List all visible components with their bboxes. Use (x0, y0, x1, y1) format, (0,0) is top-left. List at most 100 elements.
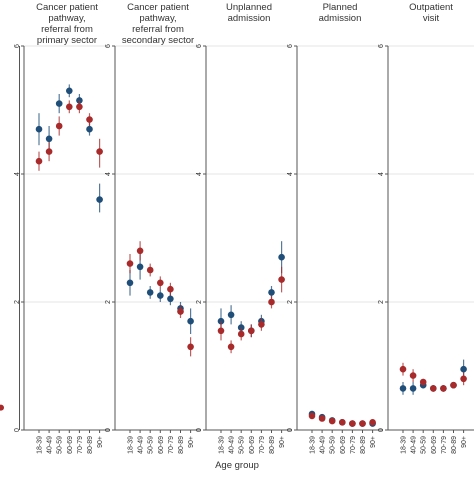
data-point-navy (167, 295, 174, 303)
data-point-red (76, 103, 83, 111)
x-tick-label: 60-69 (340, 436, 347, 454)
data-point-red (66, 103, 73, 111)
panel-title-line: secondary sector (122, 35, 194, 46)
x-tick-label: 70-79 (441, 436, 448, 454)
data-point-red (328, 417, 336, 425)
y-tick-label: 2 (105, 300, 112, 304)
x-tick-label: 70-79 (168, 436, 175, 454)
x-tick-label: 60-69 (431, 436, 438, 454)
x-tick-label: 90+ (97, 436, 104, 448)
data-point-navy (187, 317, 194, 325)
y-tick-label: 2 (378, 300, 385, 304)
y-tick-label: 0 (196, 428, 203, 432)
panel-title-line: referral from (132, 24, 184, 35)
data-point-red (126, 260, 134, 267)
data-point-navy (76, 97, 83, 104)
y-tick-label: 4 (287, 172, 294, 176)
panel-title-line: admission (228, 13, 271, 24)
data-point-red (146, 266, 154, 274)
data-point-red (258, 321, 265, 328)
data-point-navy (227, 311, 235, 319)
data-point-navy (35, 125, 43, 133)
x-tick-label: 70-79 (350, 436, 357, 454)
data-point-navy (399, 385, 407, 392)
y-tick-label: 2 (14, 300, 21, 304)
data-point-navy (126, 279, 134, 287)
data-point-navy (86, 125, 93, 133)
data-point-red (248, 327, 255, 335)
data-point-red (419, 378, 427, 386)
panel-title-line: pathway, (48, 13, 85, 24)
data-point-red (227, 343, 235, 351)
data-point-red (349, 420, 356, 427)
x-tick-label: 18-39 (401, 436, 408, 454)
data-point-red (45, 148, 53, 155)
data-point-navy (96, 196, 103, 203)
x-tick-label: 40-49 (320, 436, 327, 454)
data-point-red (157, 279, 164, 287)
x-tick-label: 60-69 (67, 436, 74, 454)
data-point-red (217, 327, 225, 335)
x-tick-label: 50-59 (57, 436, 64, 454)
data-point-red (237, 330, 245, 338)
data-point-red (409, 372, 417, 379)
x-tick-label: 80-89 (451, 436, 458, 454)
data-point-red (399, 365, 407, 373)
data-point-red (187, 343, 194, 351)
data-point-red (339, 419, 346, 426)
y-tick-label: 4 (14, 172, 21, 176)
data-point-red (35, 157, 43, 165)
x-tick-label: 90+ (279, 436, 286, 448)
panel-title: Unplanned admission (226, 2, 272, 24)
x-tick-label: 50-59 (148, 436, 155, 454)
y-tick-label: 6 (105, 44, 112, 48)
y-tick-label: 0 (287, 428, 294, 432)
panel-title-line: Cancer patient (36, 2, 98, 13)
data-point-red (167, 285, 174, 293)
x-tick-label: 60-69 (158, 436, 165, 454)
y-tick-label: 0 (14, 428, 21, 432)
y-tick-label: 2 (196, 300, 203, 304)
data-point-navy (136, 263, 144, 271)
data-point-red (278, 276, 285, 283)
panel-2: Cancer patient pathway, referral from secon… (105, 2, 201, 454)
data-point-red (96, 148, 103, 155)
y-tick-label: 6 (378, 44, 385, 48)
x-tick-label: 50-59 (239, 436, 246, 454)
x-tick-label: 80-89 (360, 436, 367, 454)
x-tick-label: 60-69 (249, 436, 256, 454)
panel-title: Planned admission (319, 2, 362, 24)
panel-title-line: Cancer patient (127, 2, 189, 13)
data-point-red (86, 116, 93, 123)
panel-5: Outpatient visit 0 2 4 6 18-39 40-49 50-59 60-69 7… (378, 2, 474, 454)
x-tick-label: 90+ (188, 436, 195, 448)
x-tick-label: 18-39 (219, 436, 226, 454)
panel-title-line: Planned (323, 2, 358, 13)
x-tick-label: 80-89 (269, 436, 276, 454)
x-tick-label: 40-49 (229, 436, 236, 454)
data-point-navy (278, 253, 285, 261)
x-tick-label: 40-49 (411, 436, 418, 454)
panel-title: Cancer patient pathway, referral from secon… (122, 2, 194, 46)
x-tick-label: 70-79 (77, 436, 84, 454)
data-point-red (136, 247, 144, 255)
x-tick-label: 40-49 (47, 436, 54, 454)
data-point-navy (157, 292, 164, 299)
data-point-red (318, 415, 326, 422)
x-tick-label: 90+ (370, 436, 377, 448)
data-point-red (268, 298, 275, 306)
y-tick-label: 4 (196, 172, 203, 176)
panel-title-line: pathway, (139, 13, 176, 24)
partial-panel-point (0, 404, 4, 411)
panel-title: Cancer patient pathway, referral from prima… (36, 2, 98, 46)
data-point-red (369, 419, 376, 426)
x-tick-label: 80-89 (178, 436, 185, 454)
partial-left-panel (0, 46, 20, 430)
x-tick-label: 80-89 (87, 436, 94, 454)
x-tick-label: 90+ (461, 436, 468, 448)
y-tick-label: 0 (378, 428, 385, 432)
data-point-red (460, 375, 467, 383)
panel-4: Planned admission 0 2 4 6 18-39 40-49 50-59 60-69… (287, 2, 383, 454)
